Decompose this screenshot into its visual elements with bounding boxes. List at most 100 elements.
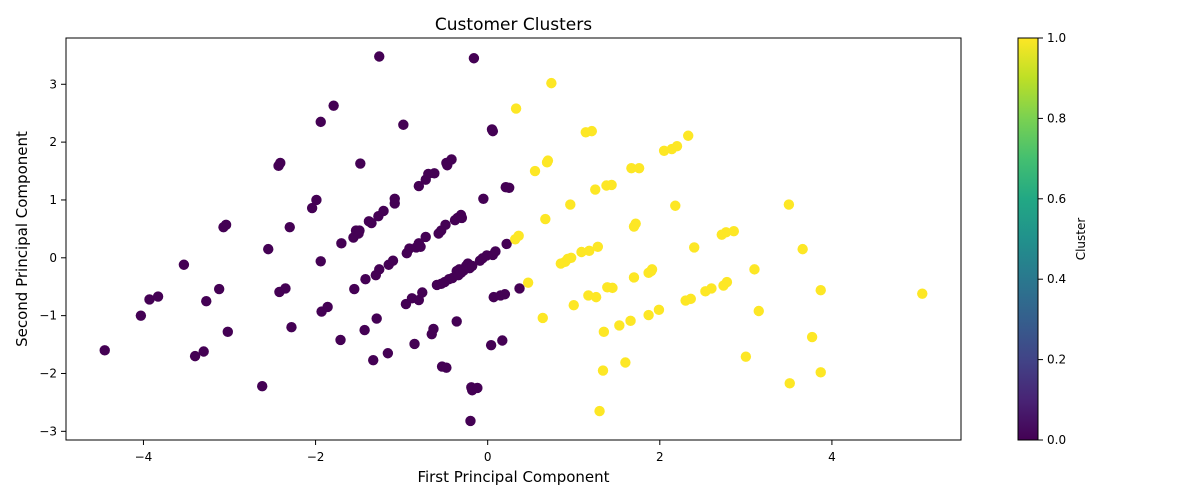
y-tick-label: 1 [49, 193, 57, 207]
cluster-0-point [428, 323, 439, 335]
cluster-0-point [355, 158, 366, 169]
cluster-1-point [590, 184, 601, 195]
cluster-0-point [487, 125, 499, 137]
cluster-1-point [740, 351, 752, 362]
cluster-0-point [349, 283, 360, 295]
cluster-0-point [389, 198, 400, 209]
cluster-1-point [614, 320, 625, 331]
cluster-1-point [783, 199, 795, 210]
cluster-1-point [784, 378, 795, 389]
y-axis-ticks: −3 −2 −1 0 1 2 3 [39, 77, 66, 438]
y-tick-label: 2 [49, 135, 57, 149]
cluster-1-point [565, 252, 577, 263]
cluster-1-point [633, 162, 645, 174]
cluster-0-point [99, 345, 110, 356]
y-tick-label: −2 [39, 366, 57, 380]
x-axis-ticks: −4 −2 0 2 4 [135, 440, 836, 464]
y-tick-label: 0 [49, 251, 57, 265]
cluster-1-point [583, 290, 594, 301]
cluster-0-point [359, 324, 370, 336]
cluster-1-point [671, 140, 683, 152]
cluster-0-point [429, 168, 440, 179]
cluster-0-point [152, 291, 164, 302]
cluster-1-point [721, 276, 733, 288]
x-axis-label: First Principal Component [417, 468, 609, 486]
cluster-1-point [689, 242, 700, 253]
cluster-0-point [371, 313, 382, 324]
cluster-0-point [360, 274, 371, 285]
cluster-1-point [537, 312, 548, 324]
cluster-0-point [198, 346, 209, 357]
cluster-0-point [456, 212, 468, 224]
cluster-0-point [315, 116, 326, 128]
cluster-0-point [368, 354, 379, 366]
colorbar [1017, 37, 1039, 441]
cluster-0-point [514, 283, 525, 294]
cluster-0-point [354, 225, 365, 236]
cluster-0-point [472, 382, 483, 394]
scatter-points [99, 51, 928, 427]
cluster-0-point [446, 154, 457, 165]
cluster-1-point [592, 241, 604, 253]
cluster-0-point [420, 231, 431, 243]
cluster-0-point [387, 255, 399, 266]
cluster-1-point [670, 200, 681, 211]
cluster-0-point [485, 339, 497, 351]
cluster-0-point [189, 350, 201, 362]
cluster-1-point [626, 162, 637, 174]
plot-frame [65, 37, 962, 441]
cluster-1-point [628, 272, 640, 283]
cluster-1-point [646, 264, 658, 275]
cluster-0-point [275, 157, 286, 169]
cluster-0-point [415, 241, 426, 253]
cluster-0-point [328, 100, 339, 111]
cluster-0-point [451, 316, 462, 327]
cluster-0-point [322, 301, 333, 313]
cluster-1-point [546, 77, 557, 89]
colorbar-tick-label: 0.2 [1047, 353, 1066, 367]
cluster-0-point [306, 202, 318, 214]
cluster-1-point [522, 277, 534, 288]
cluster-1-point [685, 293, 696, 305]
colorbar-tick-label: 0.8 [1047, 111, 1066, 125]
cluster-0-point [315, 256, 326, 267]
x-tick-label: 2 [656, 450, 664, 464]
x-tick-label: −2 [307, 450, 325, 464]
cluster-0-point [499, 289, 511, 300]
cluster-1-point [815, 284, 826, 296]
cluster-1-point [510, 103, 522, 114]
cluster-0-point [222, 326, 233, 338]
cluster-1-point [753, 305, 764, 317]
cluster-0-point [441, 362, 452, 373]
cluster-1-point [594, 405, 605, 417]
cluster-0-point [135, 310, 147, 321]
cluster-0-point [311, 194, 322, 206]
cluster-1-point [706, 283, 717, 294]
cluster-1-point [590, 291, 602, 303]
cluster-1-point [630, 218, 641, 229]
cluster-1-point [643, 309, 654, 321]
cluster-0-point [366, 217, 377, 229]
chart-title: Customer Clusters [435, 15, 592, 35]
colorbar-label: Cluster [1074, 218, 1088, 261]
cluster-1-point [683, 130, 694, 141]
cluster-0-point [382, 348, 394, 359]
x-tick-label: 4 [828, 450, 836, 464]
cluster-0-point [478, 193, 489, 204]
colorbar-tick-label: 1.0 [1047, 31, 1066, 45]
cluster-1-point [625, 315, 636, 327]
cluster-0-point [497, 335, 508, 346]
cluster-1-point [917, 288, 928, 299]
cluster-1-point [568, 300, 579, 311]
cluster-1-point [586, 125, 598, 137]
cluster-1-point [720, 227, 732, 238]
cluster-0-point [413, 180, 425, 192]
cluster-1-point [584, 245, 595, 257]
x-tick-label: −4 [135, 450, 153, 464]
cluster-1-point [540, 213, 551, 225]
cluster-0-point [336, 238, 347, 249]
cluster-0-point [284, 221, 295, 233]
cluster-1-point [658, 145, 670, 156]
cluster-0-point [374, 51, 385, 62]
